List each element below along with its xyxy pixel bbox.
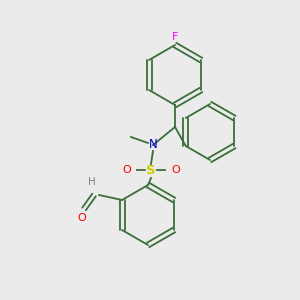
Text: O: O [171, 165, 180, 175]
Text: F: F [172, 32, 178, 42]
Text: N: N [148, 139, 158, 152]
Text: S: S [146, 164, 156, 176]
Text: O: O [122, 165, 131, 175]
Text: H: H [88, 177, 96, 187]
Text: O: O [78, 213, 86, 223]
